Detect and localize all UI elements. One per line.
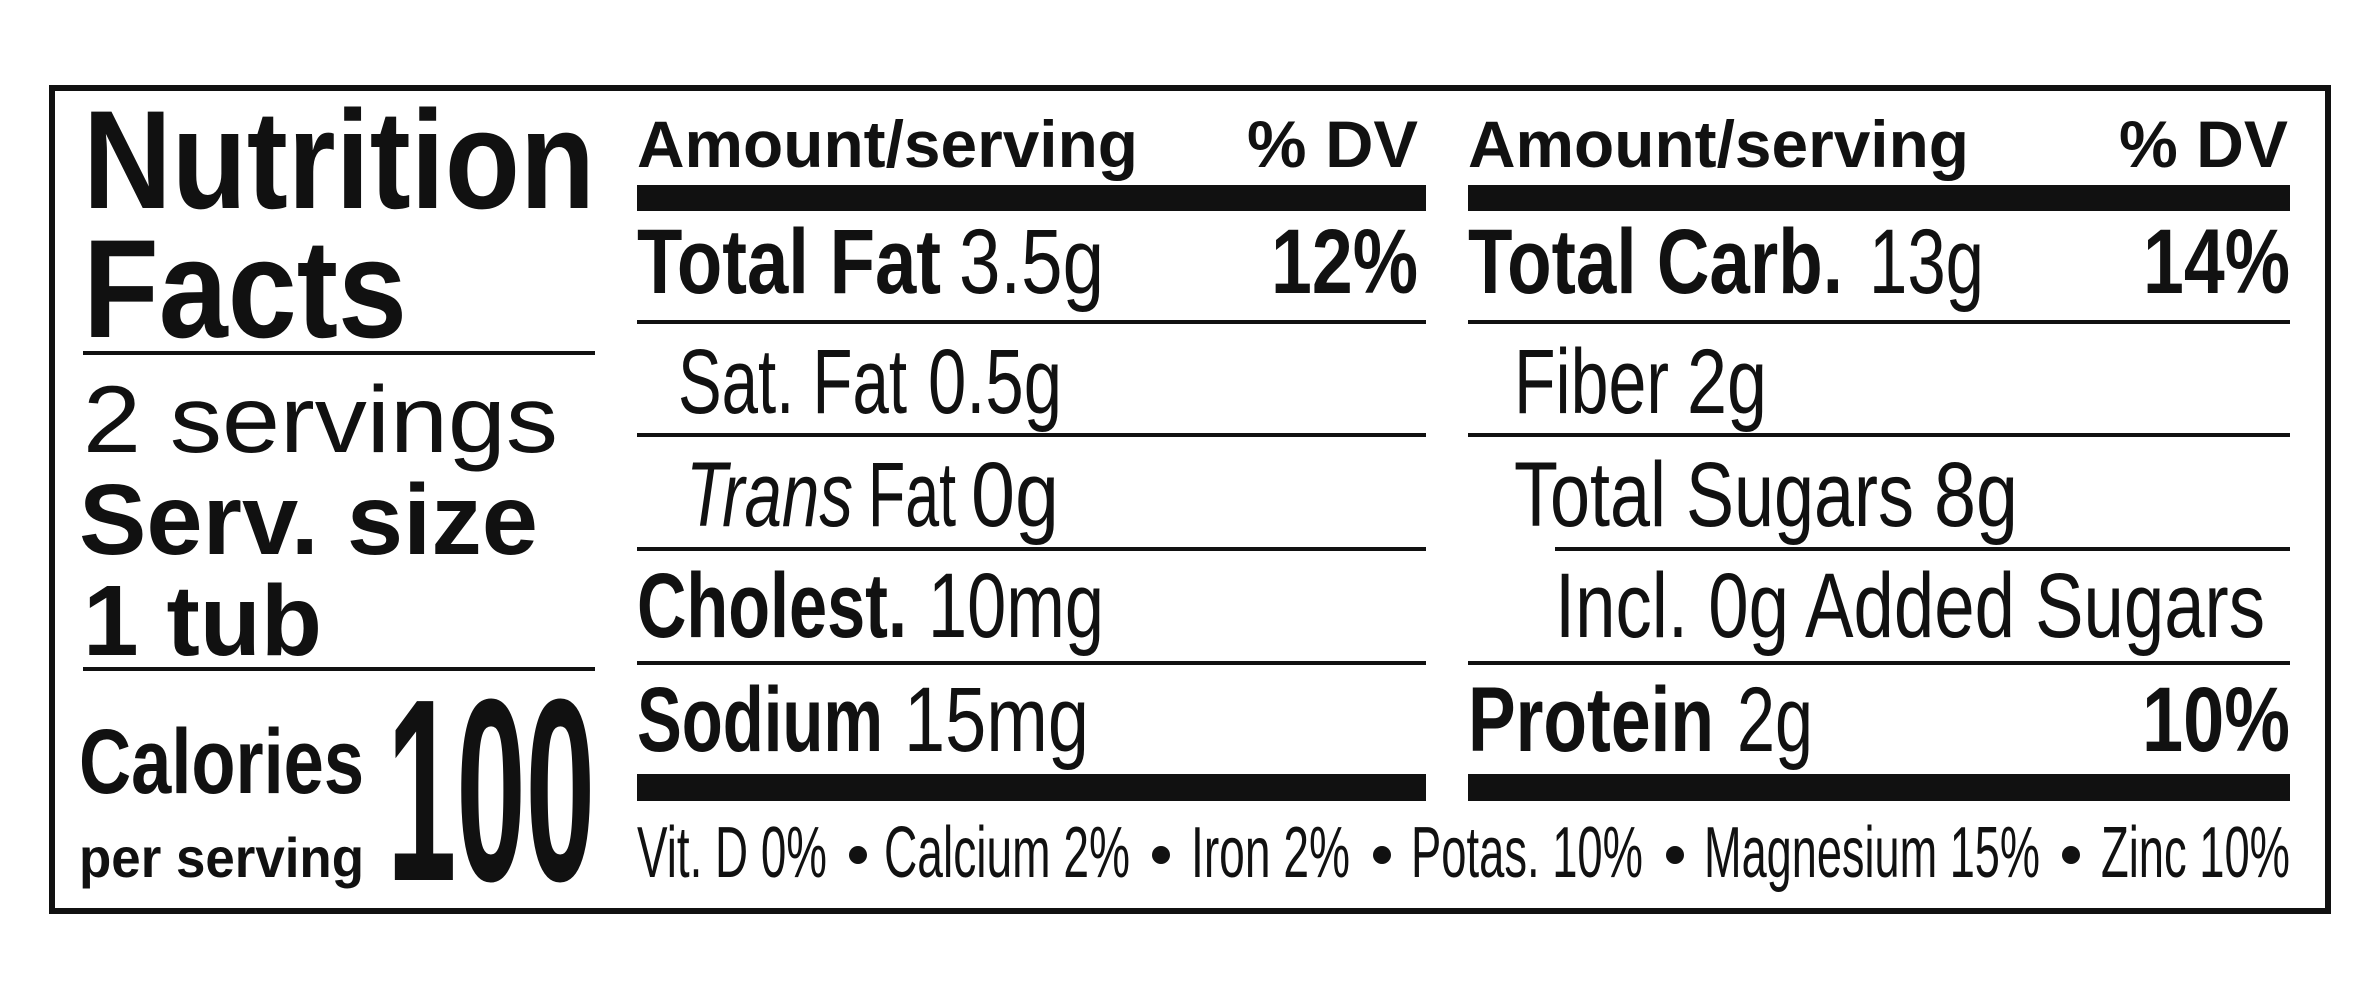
rule <box>1555 547 2290 551</box>
footer-nutrient: Vit. D 0% <box>637 813 827 893</box>
column-header: Amount/serving <box>1468 107 1969 181</box>
column-header: % DV <box>1247 107 1418 181</box>
footer-nutrient: Potas. 10% <box>1411 813 1643 893</box>
nutrient-name: Total Sugars <box>1514 444 1914 546</box>
rule <box>637 433 1426 437</box>
nutrient-name: Protein <box>1468 669 1714 771</box>
thick-bar <box>1468 185 2290 211</box>
footer-nutrient: Zinc 10% <box>2101 813 2290 893</box>
bullet <box>2062 846 2080 864</box>
nutrient-dv: 14% <box>2143 211 2290 313</box>
nutrient-name: Fat <box>868 444 956 546</box>
nutrient-amount: 15mg <box>904 669 1089 771</box>
footer-nutrient: Iron 2% <box>1191 813 1350 893</box>
bullet <box>1373 846 1391 864</box>
nutrient-amount: 10mg <box>928 555 1104 657</box>
nutrient-name: Sat. Fat <box>678 331 907 433</box>
column-header: Amount/serving <box>637 107 1138 181</box>
calories-value: 100 <box>387 646 595 936</box>
nutrient-dv: 12% <box>1271 211 1418 313</box>
nutrient-name: Total Fat <box>637 211 941 313</box>
nutrient-amount: 0.5g <box>928 331 1062 433</box>
thick-bar <box>637 185 1426 211</box>
rule <box>1468 433 2290 437</box>
nutrient-name-italic: Trans <box>686 444 853 546</box>
nutrient-dv: 10% <box>2142 669 2290 771</box>
nutrient-amount: 2g <box>1737 669 1813 771</box>
nutrient-name: Cholest. <box>637 555 907 657</box>
rule <box>637 661 1426 665</box>
thick-bar <box>1468 774 2290 801</box>
rule <box>83 351 595 355</box>
thick-bar <box>637 774 1426 801</box>
nutrient-amount: 8g <box>1934 444 2018 546</box>
rule <box>83 667 595 671</box>
serving-size-value: 1 tub <box>83 565 322 677</box>
servings: 2 servings <box>83 367 558 473</box>
nutrient-name: Fiber <box>1514 331 1669 433</box>
nutrient-amount: 13g <box>1869 211 1984 313</box>
column-header: % DV <box>2119 107 2288 181</box>
calories-label: Calories <box>79 711 364 813</box>
border <box>49 85 2331 914</box>
nutrient-name: Total Carb. <box>1468 211 1843 313</box>
nutrient-amount: 2g <box>1687 331 1767 433</box>
bullet <box>1152 846 1170 864</box>
rule <box>637 547 1426 551</box>
bullet <box>1666 846 1684 864</box>
bullet <box>849 846 867 864</box>
rule <box>637 320 1426 324</box>
nutrient-amount: 0g <box>971 444 1059 546</box>
nutrient-name: Sodium <box>637 669 883 771</box>
title: Facts <box>83 210 407 367</box>
rule <box>1468 661 2290 665</box>
title: Nutrition <box>83 81 595 238</box>
nutrient-name: Incl. 0g Added Sugars <box>1555 555 2265 657</box>
footer-nutrient: Calcium 2% <box>884 813 1130 893</box>
serving-size-label: Serv. size <box>79 464 538 576</box>
footer-nutrient: Magnesium 15% <box>1704 813 2040 893</box>
rule <box>1468 320 2290 324</box>
calories-sublabel: per serving <box>79 826 364 889</box>
nutrient-amount: 3.5g <box>959 211 1104 313</box>
